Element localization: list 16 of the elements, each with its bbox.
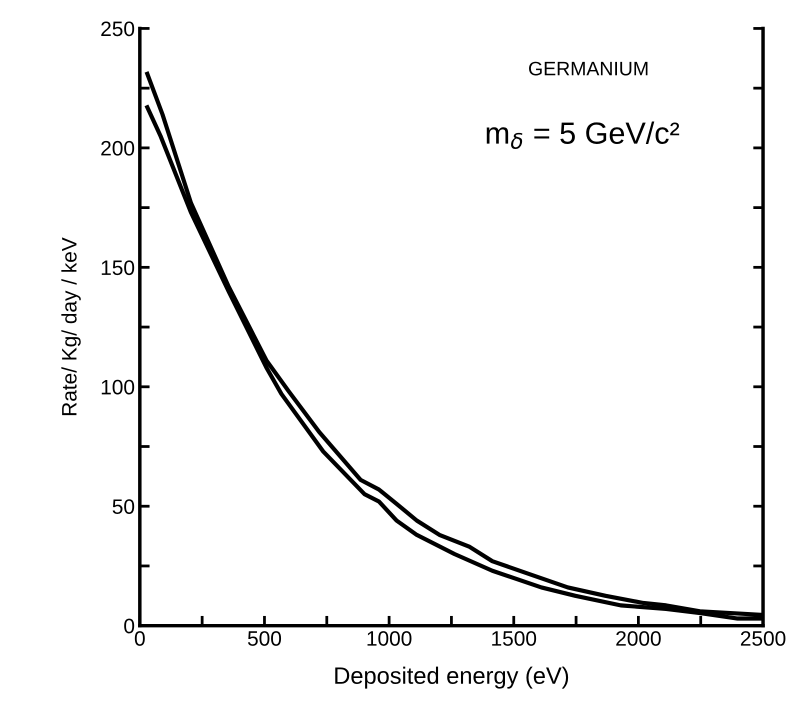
y-tick-label: 0	[124, 618, 134, 634]
x-tick-label: 1500	[492, 631, 536, 646]
y-tick-label: 200	[101, 140, 134, 156]
annotation: m$_{δ}$ = 5 GeV/c²	[486, 122, 680, 149]
x-tick-label: 2500	[740, 631, 786, 646]
x-tick-label: 1000	[368, 631, 412, 646]
y-tick-label: 100	[102, 380, 134, 395]
annotation: GERMANIUM	[529, 62, 648, 76]
x-tick-label: 0	[134, 631, 145, 646]
x-tick-label: 500	[248, 631, 282, 646]
x-tick-label: 2000	[616, 631, 661, 646]
y-tick-label: 250	[101, 21, 134, 36]
y-axis-title: Rate/ Kg/ day / keV	[61, 237, 81, 416]
y-tick-label: 50	[112, 499, 134, 514]
x-axis-title: Deposited energy (eV)	[335, 666, 568, 689]
y-tick-label: 150	[102, 260, 134, 276]
